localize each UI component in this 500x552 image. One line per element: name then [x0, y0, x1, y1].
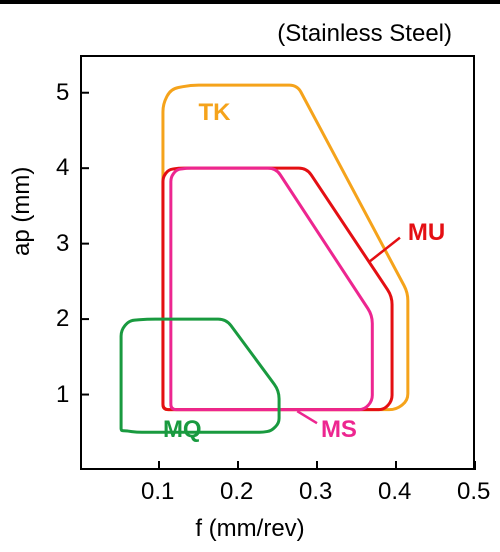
x-tick: 0.3	[299, 478, 332, 506]
x-tick: 0.5	[457, 478, 490, 506]
plot-svg	[0, 0, 500, 552]
series-MS	[171, 168, 372, 409]
series-label-TK: TK	[199, 99, 231, 127]
series-label-MS: MS	[321, 416, 357, 444]
y-tick: 5	[56, 79, 69, 107]
series-label-MQ: MQ	[163, 416, 202, 444]
x-tick: 0.4	[378, 478, 411, 506]
x-tick: 0.2	[220, 478, 253, 506]
y-tick: 1	[56, 381, 69, 409]
series-MU	[163, 168, 392, 409]
x-tick: 0.1	[141, 478, 174, 506]
series-label-MU: MU	[408, 219, 445, 247]
chart-page: { "chart": { "type": "region-outline", "…	[0, 0, 500, 552]
y-tick: 4	[56, 154, 69, 182]
y-tick: 3	[56, 230, 69, 258]
y-tick: 2	[56, 305, 69, 333]
